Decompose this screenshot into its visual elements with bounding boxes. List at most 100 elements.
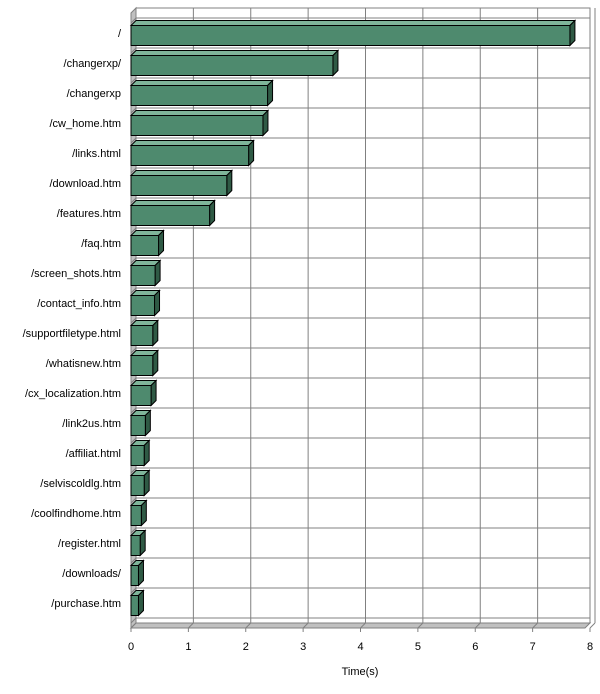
wall-sep-0 xyxy=(130,17,137,24)
bar-side-3 xyxy=(262,109,269,137)
wall-sep-11 xyxy=(130,347,137,354)
x-tick-label-6: 6 xyxy=(472,641,478,653)
wall-sep-17 xyxy=(130,527,137,534)
wall-sep-4 xyxy=(130,137,137,144)
bar-side-7 xyxy=(158,229,165,257)
bar-2 xyxy=(129,79,274,107)
bar-side-2 xyxy=(267,79,274,107)
category-labels: / /changerxp/ /changerxp/cw_home.htm/links… xyxy=(23,28,122,610)
x-tick-label-5: 5 xyxy=(415,641,421,653)
bar-front-12 xyxy=(130,385,152,406)
bar-8 xyxy=(129,259,162,287)
category-label-11: /whatisnew.htm xyxy=(46,358,121,370)
wall-sep-16 xyxy=(130,497,137,504)
bar-side-15 xyxy=(143,469,150,497)
bar-front-8 xyxy=(130,265,156,286)
x-axis-title: Time(s) xyxy=(342,666,379,678)
bar-side-13 xyxy=(144,409,151,437)
category-label-8: /screen_shots.htm xyxy=(31,268,121,280)
bar-front-3 xyxy=(130,115,264,136)
bar-front-9 xyxy=(130,295,156,316)
bar-side-14 xyxy=(143,439,150,467)
bar-side-9 xyxy=(154,289,161,317)
bar-side-10 xyxy=(152,319,159,347)
bar-top-2 xyxy=(129,80,274,86)
bar-6 xyxy=(129,199,216,227)
x-tick-label-0: 0 xyxy=(128,641,134,653)
wall-sep-10 xyxy=(130,317,137,324)
bar-top-4 xyxy=(129,140,255,146)
bar-front-14 xyxy=(130,445,145,466)
floor-line-8 xyxy=(589,622,596,629)
bar-front-0 xyxy=(130,25,571,46)
bar-side-6 xyxy=(209,199,216,227)
bar-side-17 xyxy=(139,529,146,557)
floor-line-0 xyxy=(130,622,137,629)
x-tick-label-3: 3 xyxy=(300,641,306,653)
bar-front-11 xyxy=(130,355,154,376)
category-label-15: /selviscoldlg.htm xyxy=(40,478,121,490)
bar-front-15 xyxy=(130,475,145,496)
category-label-9: /contact_info.htm xyxy=(37,298,121,310)
wall-sep-19 xyxy=(130,587,137,594)
bar-side-8 xyxy=(154,259,161,287)
category-label-2: /changerxp xyxy=(67,88,121,100)
bar-3 xyxy=(129,109,270,137)
bar-side-12 xyxy=(150,379,157,407)
x-tick-label-8: 8 xyxy=(587,641,593,653)
x-tick-label-2: 2 xyxy=(243,641,249,653)
category-label-4: /links.html xyxy=(72,148,121,160)
category-label-1: /changerxp/ xyxy=(64,58,122,70)
wall-sep-14 xyxy=(130,437,137,444)
wall-sep-18 xyxy=(130,557,137,564)
floor-line-7 xyxy=(532,622,538,629)
bar-4 xyxy=(129,139,255,167)
bar-0 xyxy=(129,19,577,47)
category-label-16: /coolfindhome.htm xyxy=(31,508,121,520)
wall-sep-8 xyxy=(130,257,137,264)
category-label-18: /downloads/ xyxy=(62,568,122,580)
x-axis-ticks: 0 1 2 3 4 5 6 7 8 xyxy=(128,628,593,653)
bar-front-17 xyxy=(130,535,141,556)
category-label-0: / xyxy=(118,28,122,40)
x-tick-label-1: 1 xyxy=(185,641,191,653)
category-label-12: /cx_localization.htm xyxy=(25,388,121,400)
bar-10 xyxy=(129,319,160,347)
bar-side-1 xyxy=(332,49,339,77)
bar-9 xyxy=(129,289,161,317)
bar-top-1 xyxy=(129,50,340,56)
bar-side-0 xyxy=(569,19,576,47)
bar-15 xyxy=(129,469,151,497)
category-label-3: /cw_home.htm xyxy=(49,118,121,130)
category-label-7: /faq.htm xyxy=(81,238,121,250)
floor-line-2 xyxy=(245,622,252,629)
bar-16 xyxy=(129,499,148,527)
bar-13 xyxy=(129,409,152,437)
wall-sep-13 xyxy=(130,407,137,414)
category-label-10: /supportfiletype.html xyxy=(23,328,121,340)
bar-7 xyxy=(129,229,165,257)
wall-sep-12 xyxy=(130,377,137,384)
bar-front-18 xyxy=(130,565,139,586)
x-tick-label-4: 4 xyxy=(357,641,363,653)
x-tick-label-7: 7 xyxy=(530,641,536,653)
bar-front-7 xyxy=(130,235,160,256)
bar-front-2 xyxy=(130,85,269,106)
bar-5 xyxy=(129,169,234,197)
bar-side-11 xyxy=(152,349,159,377)
bar-19 xyxy=(129,589,145,617)
bar-front-1 xyxy=(130,55,334,76)
bar-front-19 xyxy=(130,595,139,616)
wall-sep-6 xyxy=(130,197,137,204)
bar-front-6 xyxy=(130,205,211,226)
wall-sep-20 xyxy=(130,617,137,624)
wall-sep-7 xyxy=(130,227,137,234)
wall-sep-3 xyxy=(130,107,137,114)
bar-top-0 xyxy=(129,20,577,26)
bar-side-18 xyxy=(137,559,144,587)
bar-side-16 xyxy=(140,499,147,527)
category-label-19: /purchase.htm xyxy=(51,598,121,610)
floor-line-4 xyxy=(360,622,366,629)
floor-line-5 xyxy=(417,622,424,629)
